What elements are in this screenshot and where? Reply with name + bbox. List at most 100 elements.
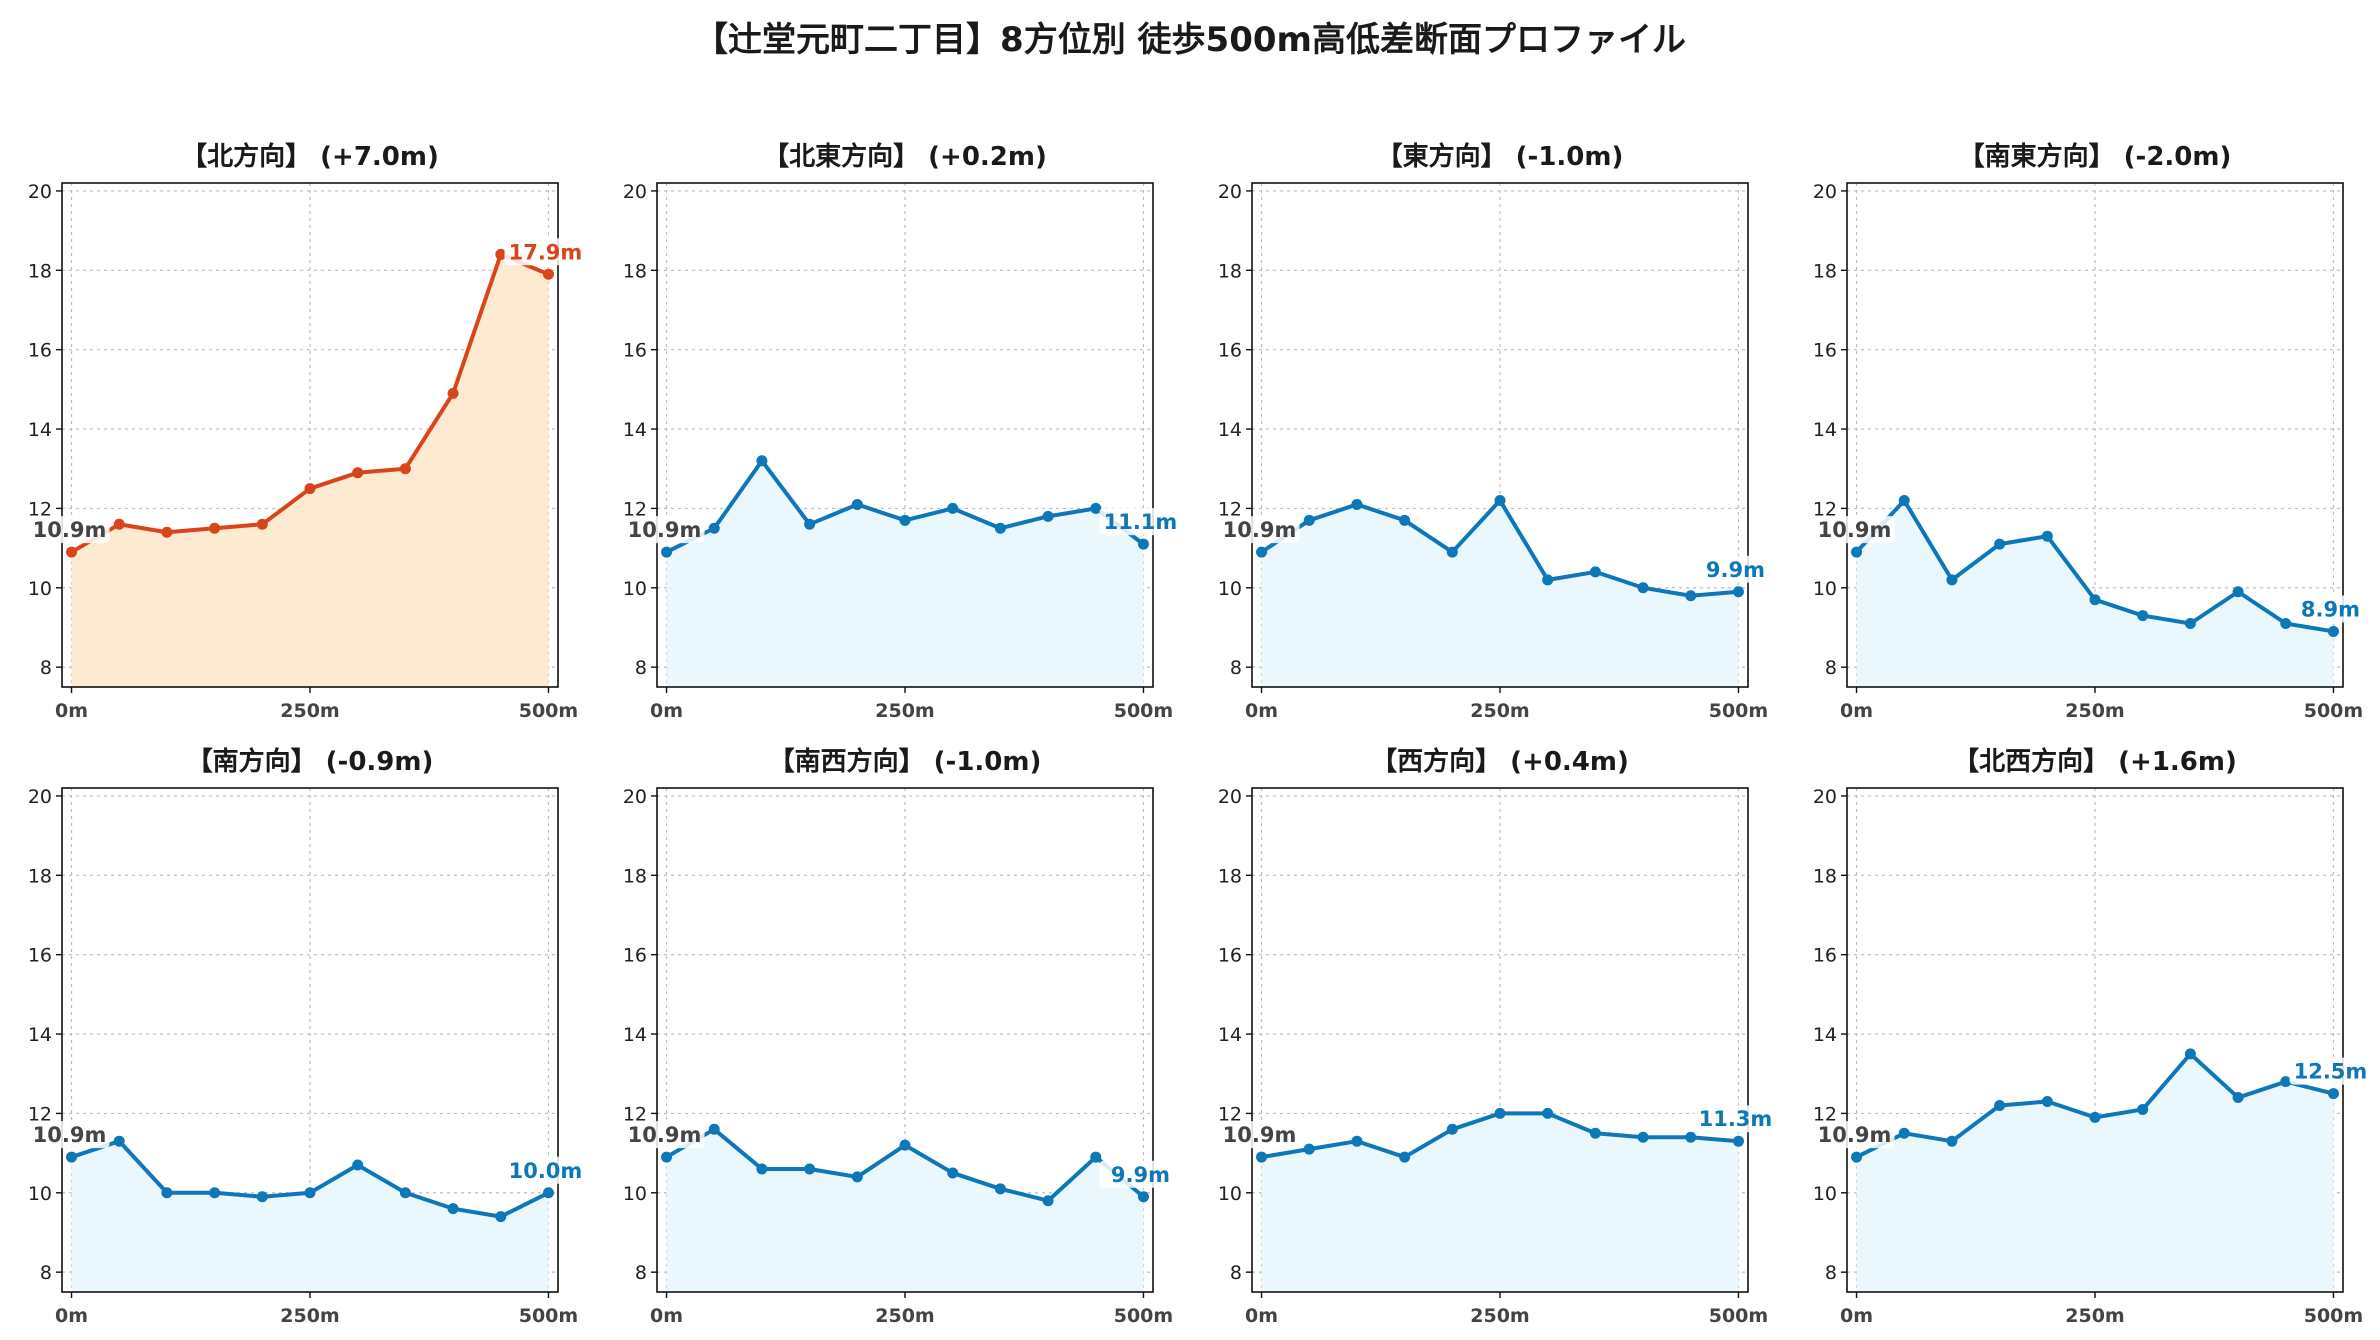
data-point bbox=[899, 1139, 911, 1151]
data-point bbox=[2137, 1103, 2149, 1115]
y-tick-label: 20 bbox=[1813, 181, 1837, 203]
data-point bbox=[1994, 1099, 2006, 1111]
subplot-2: 【北東方向】 (+0.2m) 8 10 12 14 16 18 20 0m 250m 500m 10.… bbox=[623, 141, 1182, 722]
y-tick-label: 14 bbox=[28, 1024, 52, 1046]
x-tick-label: 500m bbox=[519, 1305, 578, 1327]
x-tick-label: 0m bbox=[1840, 700, 1873, 722]
area-fill bbox=[1261, 500, 1739, 687]
data-point bbox=[1303, 1143, 1315, 1155]
y-tick-label: 10 bbox=[1813, 578, 1837, 600]
data-point bbox=[447, 1203, 459, 1215]
start-label-box bbox=[1814, 516, 1895, 544]
data-point bbox=[447, 387, 459, 399]
data-point bbox=[2327, 1088, 2339, 1100]
data-point bbox=[1542, 574, 1554, 586]
data-point bbox=[1589, 1127, 1601, 1139]
y-tick-label: 18 bbox=[28, 260, 52, 282]
y-tick-label: 18 bbox=[28, 865, 52, 887]
y-tick-label: 12 bbox=[28, 498, 52, 520]
y-tick-label: 16 bbox=[623, 945, 647, 967]
subplot-3: 【東方向】 (-1.0m) 8 10 12 14 16 18 20 0m 250m 500m 10.9… bbox=[1218, 141, 1777, 722]
x-tick-label: 500m bbox=[1709, 700, 1768, 722]
subplot-title: 【南方向】 (-0.9m) bbox=[187, 746, 434, 777]
area-fill bbox=[1856, 1053, 2334, 1292]
area-fill bbox=[1261, 1113, 1739, 1292]
data-point bbox=[66, 1151, 78, 1163]
data-point bbox=[1685, 1131, 1697, 1143]
y-tick-label: 18 bbox=[623, 865, 647, 887]
data-point bbox=[113, 518, 125, 530]
subplot-title: 【北東方向】 (+0.2m) bbox=[763, 141, 1047, 172]
x-tick-label: 250m bbox=[2065, 700, 2124, 722]
data-point bbox=[1946, 574, 1958, 586]
data-point bbox=[804, 1163, 816, 1175]
y-tick-label: 20 bbox=[1218, 786, 1242, 808]
data-point bbox=[1399, 514, 1411, 526]
data-point bbox=[161, 526, 173, 538]
data-point bbox=[1851, 546, 1863, 558]
x-tick-label: 500m bbox=[1114, 1305, 1173, 1327]
data-point bbox=[1446, 546, 1458, 558]
data-point bbox=[1399, 1151, 1411, 1163]
data-point bbox=[304, 483, 316, 495]
data-point bbox=[1351, 498, 1363, 510]
subplot-title: 【東方向】 (-1.0m) bbox=[1377, 141, 1624, 172]
y-tick-label: 12 bbox=[1218, 498, 1242, 520]
end-label-box bbox=[504, 1156, 587, 1184]
start-label: 10.9m bbox=[1223, 1123, 1297, 1147]
x-tick-label: 0m bbox=[55, 700, 88, 722]
y-tick-label: 18 bbox=[1218, 260, 1242, 282]
y-tick-label: 20 bbox=[28, 181, 52, 203]
x-tick-label: 0m bbox=[1245, 1305, 1278, 1327]
end-label-box bbox=[1099, 1160, 1182, 1188]
data-point bbox=[851, 498, 863, 510]
y-tick-label: 16 bbox=[28, 340, 52, 362]
y-tick-label: 14 bbox=[1813, 1024, 1837, 1046]
end-label: 11.1m bbox=[1104, 510, 1178, 534]
y-tick-label: 8 bbox=[1230, 1262, 1242, 1284]
x-tick-label: 0m bbox=[1245, 700, 1278, 722]
y-tick-label: 16 bbox=[1813, 945, 1837, 967]
data-point bbox=[2137, 610, 2149, 622]
x-tick-label: 0m bbox=[55, 1305, 88, 1327]
y-tick-label: 12 bbox=[28, 1103, 52, 1125]
data-point bbox=[1256, 1151, 1268, 1163]
y-tick-label: 8 bbox=[40, 657, 52, 679]
data-point bbox=[66, 546, 78, 558]
start-label-box bbox=[624, 1121, 705, 1149]
subplot-4: 【南東方向】 (-2.0m) 8 10 12 14 16 18 20 0m 250m 500m 10.… bbox=[1813, 141, 2372, 722]
data-point bbox=[1256, 546, 1268, 558]
y-tick-label: 14 bbox=[623, 419, 647, 441]
y-tick-label: 14 bbox=[1218, 1024, 1242, 1046]
end-label-box bbox=[2289, 1057, 2372, 1085]
y-tick-label: 14 bbox=[623, 1024, 647, 1046]
data-point bbox=[1303, 514, 1315, 526]
end-label-box bbox=[1694, 1105, 1777, 1133]
data-point bbox=[352, 1159, 364, 1171]
y-tick-label: 12 bbox=[1813, 1103, 1837, 1125]
data-point bbox=[756, 1163, 768, 1175]
data-point bbox=[2232, 586, 2244, 598]
data-point bbox=[1994, 538, 2006, 550]
data-point bbox=[804, 518, 816, 530]
data-point bbox=[1042, 510, 1054, 522]
end-label: 9.9m bbox=[1111, 1163, 1170, 1187]
data-point bbox=[1732, 1135, 1744, 1147]
y-tick-label: 12 bbox=[1813, 498, 1837, 520]
data-point bbox=[256, 1191, 268, 1203]
area-fill bbox=[71, 254, 549, 687]
data-point bbox=[1542, 1107, 1554, 1119]
data-point bbox=[1898, 1127, 1910, 1139]
subplot-title: 【北方向】 (+7.0m) bbox=[181, 141, 439, 172]
subplot-1: 【北方向】 (+7.0m) 8 10 12 14 16 18 20 0m 250m 500m 10.9… bbox=[28, 141, 587, 722]
y-tick-label: 12 bbox=[623, 498, 647, 520]
data-point bbox=[2280, 618, 2292, 630]
data-point bbox=[899, 514, 911, 526]
x-tick-label: 0m bbox=[650, 1305, 683, 1327]
y-tick-label: 8 bbox=[1825, 657, 1837, 679]
area-fill bbox=[71, 1141, 549, 1292]
y-tick-label: 14 bbox=[1218, 419, 1242, 441]
data-point bbox=[1137, 538, 1149, 550]
x-tick-label: 250m bbox=[1470, 1305, 1529, 1327]
